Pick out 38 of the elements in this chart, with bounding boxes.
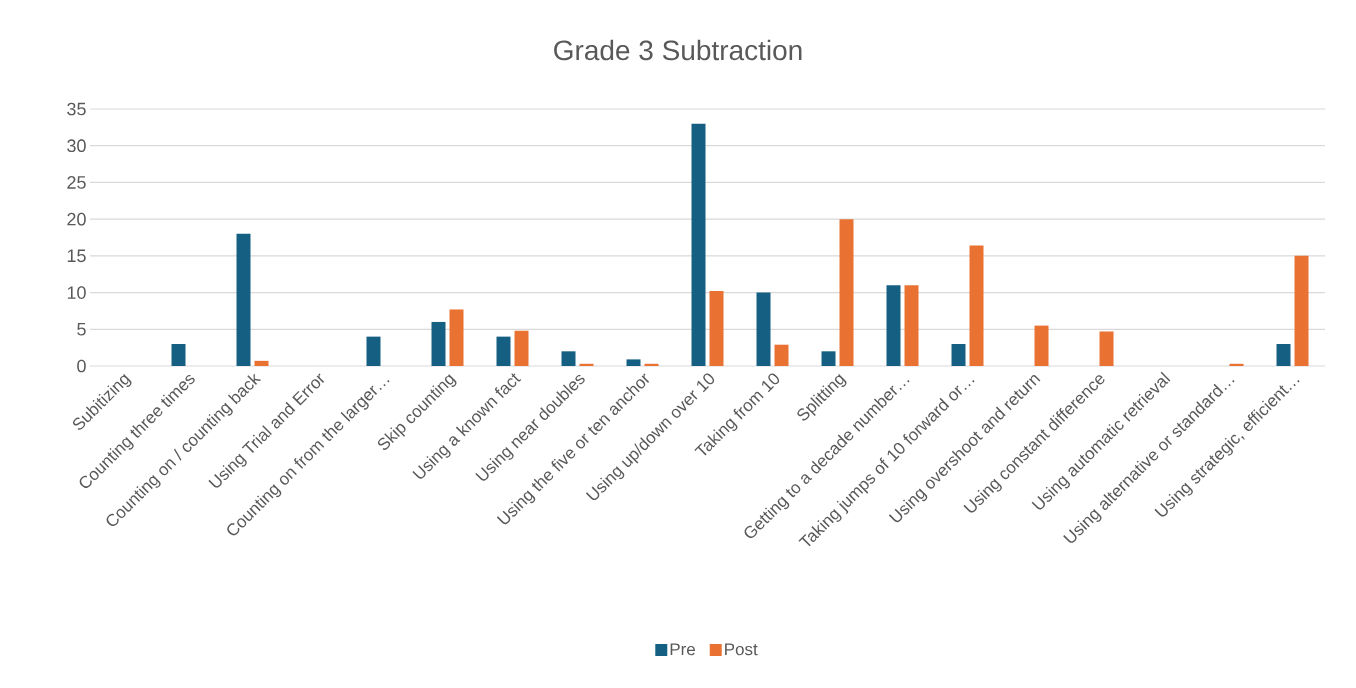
bar — [756, 292, 771, 366]
bar — [171, 343, 186, 366]
bar — [236, 233, 251, 366]
bar — [644, 363, 659, 366]
bar — [886, 285, 901, 366]
bar — [839, 219, 854, 366]
y-tick-label: 0 — [77, 359, 86, 373]
bar — [579, 363, 594, 366]
bar — [821, 351, 836, 366]
bar — [1276, 343, 1291, 366]
bar — [496, 336, 511, 366]
bar — [969, 245, 984, 366]
bar — [254, 360, 269, 366]
y-tick-label: 15 — [67, 249, 86, 263]
bar — [626, 359, 641, 366]
y-tick-label: 30 — [67, 139, 86, 153]
bar — [449, 309, 464, 366]
bar — [774, 344, 789, 366]
legend-label: Post — [725, 643, 758, 656]
y-tick-label: 5 — [77, 323, 86, 336]
bar — [951, 343, 966, 366]
legend-label: Pre — [670, 643, 695, 656]
y-tick-label: 10 — [67, 286, 86, 299]
bar — [366, 336, 381, 366]
chart-title: Grade 3 Subtraction — [554, 39, 802, 61]
bar — [514, 330, 529, 366]
y-tick-label: 20 — [67, 212, 86, 226]
bar — [561, 351, 576, 366]
y-tick-label: 35 — [67, 102, 86, 116]
bar — [1034, 325, 1049, 366]
bar — [691, 123, 706, 366]
bar — [1099, 331, 1114, 366]
y-tick-label: 25 — [67, 176, 86, 189]
bar — [904, 285, 919, 366]
bar — [709, 291, 724, 366]
bar — [431, 321, 446, 366]
bar — [1229, 363, 1244, 366]
bar — [1294, 255, 1309, 366]
